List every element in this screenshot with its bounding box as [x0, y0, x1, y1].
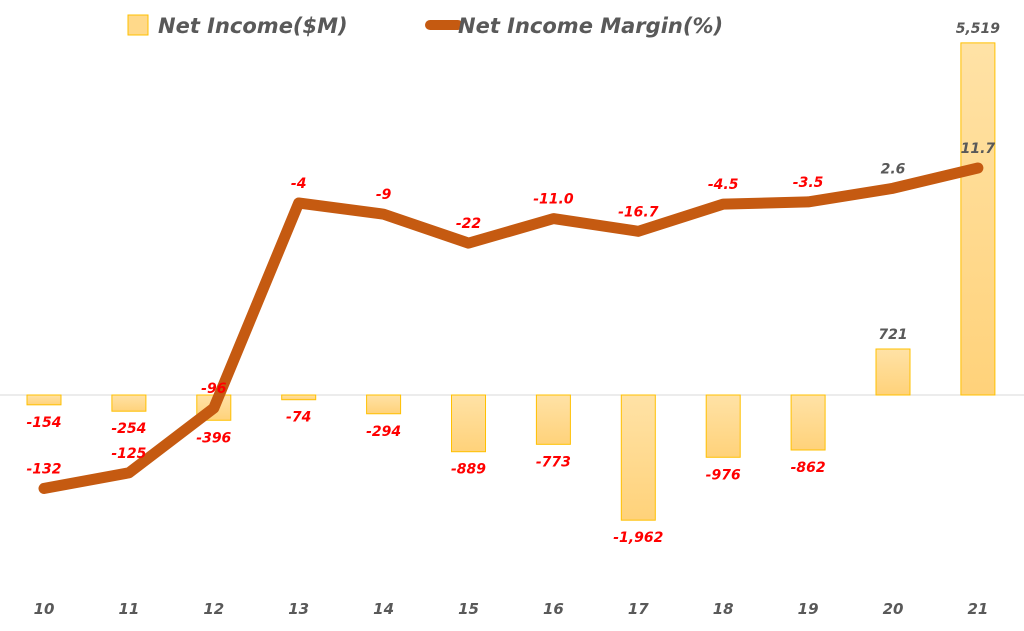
- x-tick-label: 16: [543, 600, 564, 618]
- bar-data-label: -396: [196, 430, 231, 446]
- bar-11: [111, 394, 147, 412]
- bar-data-label: -976: [706, 467, 741, 483]
- x-tick-label: 20: [883, 600, 904, 618]
- x-tick-label: 12: [203, 600, 224, 618]
- bar-data-label: 721: [878, 327, 907, 343]
- bar-data-label: -254: [111, 421, 146, 437]
- bar-data-label: -74: [286, 410, 311, 426]
- bar-14: [366, 394, 402, 415]
- line-data-label: -96: [201, 381, 227, 397]
- bar-10: [26, 394, 62, 406]
- line-data-label: -22: [456, 216, 481, 232]
- bar-data-label: -1,962: [613, 530, 663, 546]
- margin-point-19: [807, 200, 810, 203]
- bar-data-label: -294: [366, 424, 401, 440]
- legend-bar-swatch: [127, 14, 149, 36]
- margin-point-10: [43, 487, 45, 490]
- margin-point-17: [637, 230, 640, 233]
- bar-data-label: -889: [451, 462, 486, 478]
- margin-point-16: [552, 217, 555, 220]
- x-tick-label: 21: [967, 600, 988, 618]
- legend-bar-label: Net Income($M): [158, 14, 348, 38]
- legend-line-label: Net Income Margin(%): [458, 14, 723, 38]
- x-tick-label: 14: [373, 600, 394, 618]
- margin-point-20: [892, 187, 894, 190]
- bar-data-label: 5,519: [956, 21, 1001, 37]
- bar-data-label: -154: [26, 415, 61, 431]
- margin-point-12: [212, 407, 215, 410]
- x-tick-label: 18: [713, 600, 734, 618]
- x-tick-label: 11: [118, 600, 139, 618]
- line-data-label: -16.7: [618, 204, 659, 220]
- x-tick-label: 10: [34, 600, 55, 618]
- bar-data-label: -773: [536, 454, 571, 470]
- margin-point-14: [382, 213, 385, 216]
- line-data-label: -4: [291, 176, 307, 192]
- line-data-label: -3.5: [793, 175, 824, 191]
- line-data-label: -11.0: [533, 192, 574, 208]
- line-data-label: 2.6: [881, 161, 906, 177]
- bar-19: [790, 394, 826, 451]
- margin-point-21: [976, 166, 979, 169]
- x-tick-label: 17: [628, 600, 649, 618]
- margin-point-13: [297, 202, 300, 204]
- margin-line: [38, 162, 984, 494]
- x-tick-label: 13: [288, 600, 309, 618]
- bar-20: [875, 348, 911, 396]
- line-data-label: -125: [111, 446, 146, 462]
- line-data-label: -9: [376, 187, 392, 203]
- margin-point-18: [722, 203, 725, 206]
- bar-15: [451, 394, 486, 453]
- bar-data-label: -862: [791, 460, 826, 476]
- line-data-label: -132: [26, 461, 61, 477]
- bar-16: [535, 394, 571, 445]
- bar-17: [620, 394, 656, 521]
- bar-21: [960, 42, 996, 396]
- line-data-label: -4.5: [708, 177, 739, 193]
- x-tick-label: 19: [798, 600, 819, 618]
- margin-point-15: [467, 242, 470, 245]
- legend: Net Income($M) Net Income Margin(%): [127, 14, 723, 38]
- line-data-label: 11.7: [961, 141, 996, 157]
- bar-18: [705, 394, 741, 458]
- bar-13: [281, 394, 317, 401]
- x-tick-label: 15: [458, 600, 479, 618]
- margin-point-11: [127, 471, 130, 474]
